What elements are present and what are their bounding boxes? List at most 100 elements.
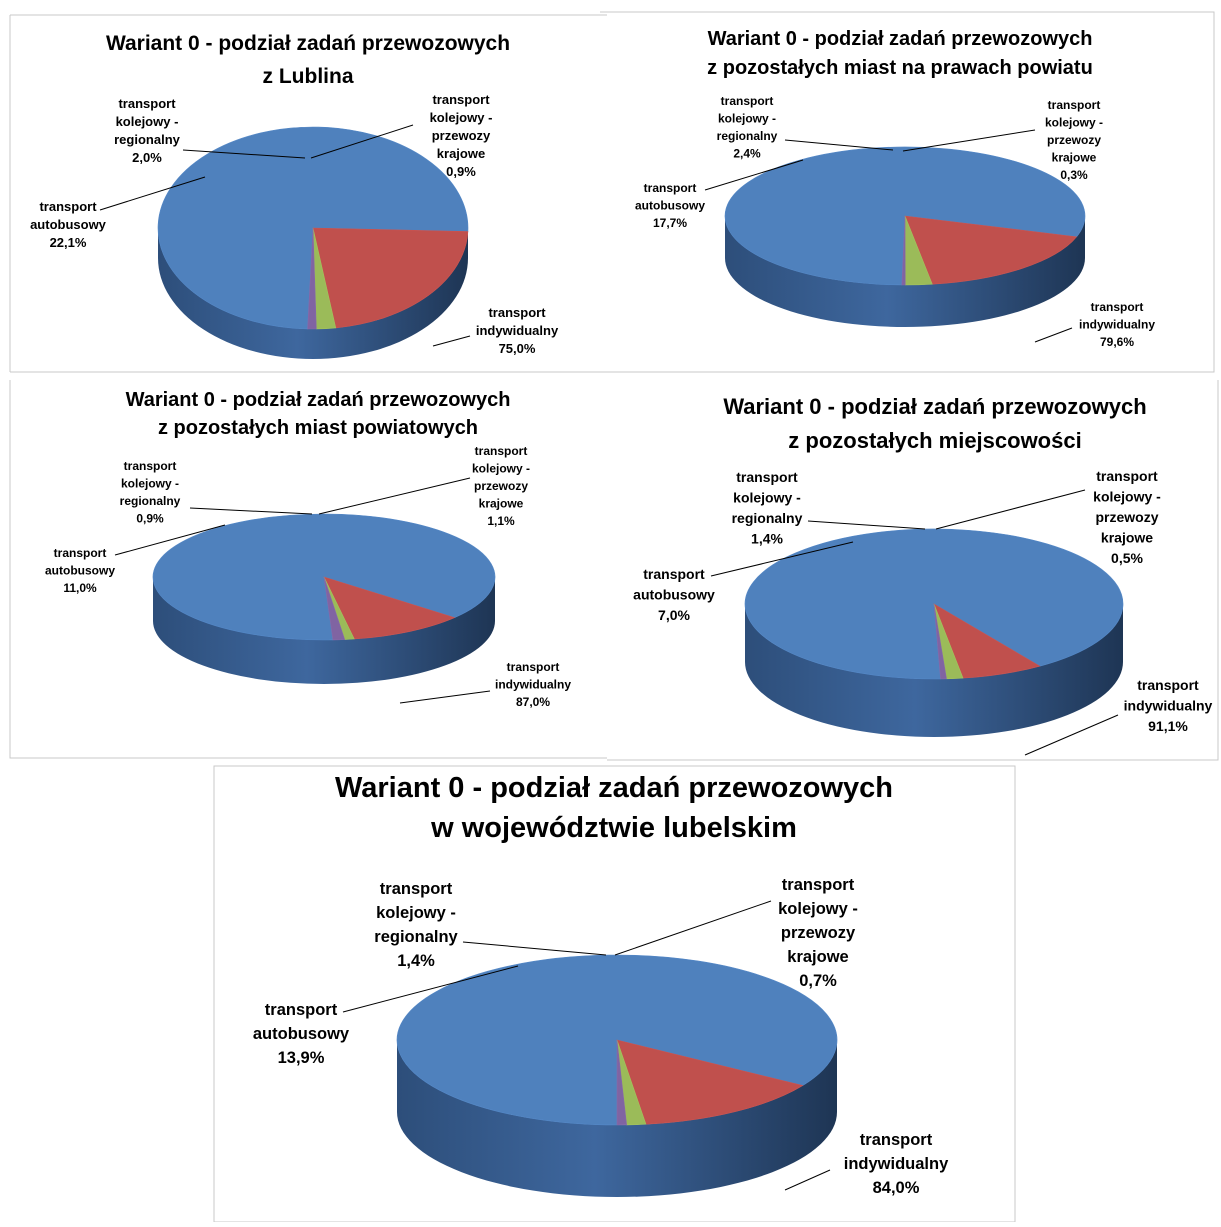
leader-line <box>182 149 306 159</box>
pie-chart-4: Wariant 0 - podział zadań przewozowych z … <box>633 394 1213 756</box>
slice-category-label: regionalny <box>717 129 778 143</box>
slice-category-label: krajowe <box>437 146 485 161</box>
slice-category-label: transport <box>860 1131 933 1149</box>
slice-category-label: kolejowy - <box>376 904 456 922</box>
slice-percent-label: 11,0% <box>63 581 97 595</box>
slice-percent-label: 75,0% <box>499 341 536 356</box>
panel-frame-mid-right <box>607 380 1219 761</box>
leader-line <box>342 965 519 1013</box>
slice-category-label: przewozy <box>781 924 856 942</box>
slice-category-label: indywidualny <box>1124 698 1213 714</box>
slice-percent-label: 7,0% <box>658 607 690 623</box>
slice-category-label: autobusowy <box>45 564 115 578</box>
chart-title-line: z pozostałych miast na prawach powiatu <box>707 57 1093 79</box>
slice-category-label: kolejowy - <box>778 900 858 918</box>
slice-category-label: przewozy <box>1047 133 1101 147</box>
slice-category-label: kolejowy - <box>733 490 801 506</box>
slice-percent-label: 1,1% <box>487 514 515 528</box>
slice-category-label: regionalny <box>120 494 181 508</box>
slice-category-label: transport <box>782 876 855 894</box>
slice-percent-label: 22,1% <box>50 235 87 250</box>
slice-category-label: transport <box>380 880 453 898</box>
pie-slice-autobusowy <box>616 1039 804 1125</box>
slice-percent-label: 0,9% <box>446 164 476 179</box>
leader-line <box>807 520 926 530</box>
slice-category-label: transport <box>124 459 177 473</box>
pie-slice-autobusowy <box>323 576 456 640</box>
pie-side-wall <box>397 1040 837 1197</box>
leader-line <box>614 900 772 956</box>
slice-category-label: autobusowy <box>635 199 705 213</box>
slice-category-label: transport <box>721 94 774 108</box>
leader-line <box>784 139 894 151</box>
pie-slice-krajowe <box>616 1039 628 1126</box>
slice-category-label: kolejowy - <box>1045 116 1103 130</box>
leader-line <box>462 941 607 956</box>
slice-category-label: transport <box>54 546 107 560</box>
slice-category-label: regionalny <box>114 132 181 147</box>
slice-category-label: transport <box>488 305 546 320</box>
pie-chart-2: Wariant 0 - podział zadań przewozowych z … <box>635 28 1155 349</box>
chart-title-line: Wariant 0 - podział zadań przewozowych <box>106 32 510 55</box>
slice-category-label: kolejowy - <box>116 114 179 129</box>
chart-title-line: w województwie lubelskim <box>430 812 797 844</box>
pie-side-wall <box>745 604 1123 737</box>
slice-category-label: kolejowy - <box>121 477 179 491</box>
slice-category-label: przewozy <box>1095 509 1158 525</box>
slice-percent-label: 0,7% <box>799 972 837 990</box>
leader-line <box>704 159 804 191</box>
slice-percent-label: 1,4% <box>751 531 783 547</box>
pie-side-wall <box>158 228 468 359</box>
leader-line <box>318 477 471 515</box>
pie-chart-5: Wariant 0 - podział zadań przewozowych w … <box>253 772 949 1197</box>
chart-title-line: Wariant 0 - podział zadań przewozowych <box>126 389 511 411</box>
slice-category-label: indywidualny <box>1079 318 1155 332</box>
pie-slice-krajowe <box>323 576 346 641</box>
slice-category-label: autobusowy <box>253 1025 350 1043</box>
slice-category-label: krajowe <box>1052 151 1097 165</box>
panel-frame-top-right <box>600 11 1215 373</box>
chart-title-line: z pozostałych miast powiatowych <box>158 417 478 439</box>
leader-line <box>784 1169 831 1191</box>
slice-category-label: krajowe <box>479 497 524 511</box>
slice-category-label: transport <box>644 181 697 195</box>
slice-category-label: transport <box>432 92 490 107</box>
chart-title-line: Wariant 0 - podział zadań przewozowych <box>335 772 893 804</box>
slice-category-label: regionalny <box>732 510 803 526</box>
leader-line <box>935 489 1086 530</box>
slice-category-label: przewozy <box>432 128 491 143</box>
pie-slice-krajowe <box>901 215 906 286</box>
slice-percent-label: 0,3% <box>1060 168 1088 182</box>
slice-category-label: przewozy <box>474 479 528 493</box>
leader-line <box>399 690 491 704</box>
slice-category-label: kolejowy - <box>718 112 776 126</box>
leader-line <box>1024 714 1119 756</box>
slice-category-label: transport <box>1048 98 1101 112</box>
slice-category-label: krajowe <box>787 948 848 966</box>
slice-percent-label: 87,0% <box>516 695 550 709</box>
slice-category-label: transport <box>1137 677 1199 693</box>
slice-percent-label: 79,6% <box>1100 335 1134 349</box>
slice-percent-label: 84,0% <box>873 1179 920 1197</box>
pie-chart-1: Wariant 0 - podział zadań przewozowych z … <box>30 32 559 359</box>
slice-category-label: transport <box>118 96 176 111</box>
slice-category-label: kolejowy - <box>1093 489 1161 505</box>
slice-category-label: regionalny <box>374 928 458 946</box>
slice-percent-label: 13,9% <box>278 1049 325 1067</box>
slice-category-label: autobusowy <box>633 587 715 603</box>
leader-line <box>114 524 226 556</box>
slice-category-label: kolejowy - <box>472 462 530 476</box>
slice-category-label: transport <box>1096 468 1158 484</box>
chart-title-line: Wariant 0 - podział zadań przewozowych <box>708 28 1093 50</box>
slice-category-label: kolejowy - <box>430 110 493 125</box>
pie-side-wall <box>153 577 495 684</box>
slice-category-label: indywidualny <box>495 678 571 692</box>
chart-title-line: z Lublina <box>263 65 354 88</box>
pie-slice-indywidualny <box>724 146 1086 286</box>
slice-percent-label: 0,9% <box>136 512 164 526</box>
panel-frame-mid-left <box>9 380 607 759</box>
leader-line <box>310 124 414 159</box>
chart-title-line: z pozostałych miejscowości <box>788 428 1081 453</box>
